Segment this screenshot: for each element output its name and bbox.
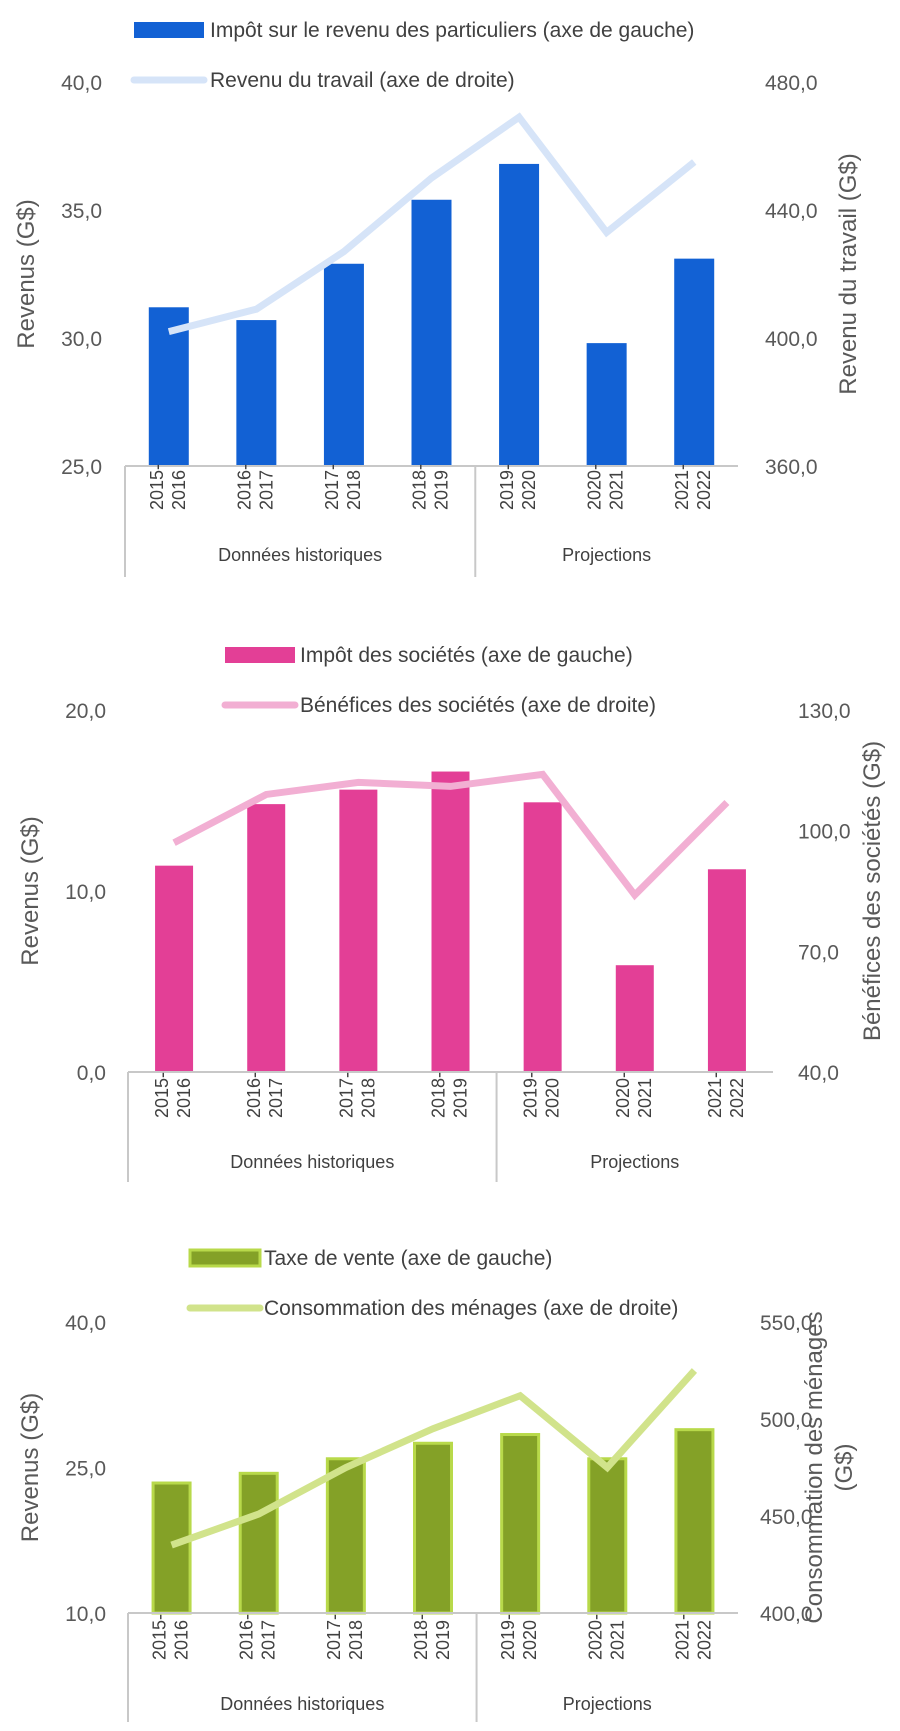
category-tick-label: 2021- 2022 [672,464,714,510]
bar [499,163,540,467]
chart-1: Impôt sur le revenu des particuliers (ax… [13,19,862,577]
category-tick-label: 2019- 2020 [498,1614,540,1660]
category-tick-label: 2020- 2021 [585,464,627,510]
category-group-label: Projections [590,1152,679,1172]
category-tick-label: 2020- 2021 [585,1614,627,1660]
bar [413,1441,453,1615]
legend-swatch-bars [134,22,204,38]
bar [707,869,746,1072]
bar [323,263,364,466]
category-group-label: Projections [563,1694,652,1714]
right-axis-tick-label: 400,0 [760,1603,813,1626]
category-tick-label: 2018- 2019 [410,464,452,510]
left-axis-tick-label: 40,0 [65,1312,106,1335]
category-group-label: Projections [562,545,651,565]
right-axis-tick-label: 480,0 [765,72,818,95]
category-tick-label: 2018- 2019 [429,1072,471,1118]
right-axis-tick-label: 130,0 [798,700,851,723]
left-axis-tick-label: 20,0 [65,700,106,723]
category-tick-label: 2016- 2017 [234,464,276,510]
right-axis-title: Revenu du travail (G$) [835,153,862,394]
left-axis-tick-label: 25,0 [61,456,102,479]
right-axis-tick-label: 400,0 [765,328,818,351]
category-tick-label: 2021- 2022 [705,1072,747,1118]
left-axis-tick-label: 40,0 [61,72,102,95]
bar [148,307,189,466]
bar [674,258,715,466]
left-axis-tick-label: 30,0 [61,328,102,351]
bar [523,802,562,1072]
right-axis-tick-label: 100,0 [798,821,851,844]
bar [325,1457,366,1615]
category-tick-label: 2015- 2016 [147,464,189,510]
category-tick-label: 2015- 2016 [152,1072,194,1118]
category-group-label: Données historiques [220,1694,384,1714]
right-axis-tick-label: 440,0 [765,200,818,223]
bar [236,320,277,466]
legend-swatch-bars [225,647,295,663]
bar [674,1428,715,1615]
right-axis-tick-label: 450,0 [760,1506,813,1529]
series-line [172,770,730,901]
category-tick-label: 2015- 2016 [150,1614,192,1660]
right-axis-tick-label: 360,0 [765,456,818,479]
right-axis-tick-label: 40,0 [798,1062,839,1085]
bar [411,199,452,466]
right-axis-tick-label: 500,0 [760,1409,813,1432]
category-tick-label: 2020- 2021 [613,1072,655,1118]
category-tick-label: 2016- 2017 [237,1614,279,1660]
bar [500,1433,541,1615]
bar [615,965,654,1072]
legend-label: Impôt sur le revenu des particuliers (ax… [210,19,694,42]
left-axis-tick-label: 35,0 [61,200,102,223]
bar [151,1481,192,1615]
category-tick-label: 2021- 2022 [672,1614,714,1660]
left-axis-title: Revenus (G$) [17,816,44,965]
bar [339,789,378,1072]
right-axis-title: Bénéfices des sociétés (G$) [859,741,886,1041]
right-axis-tick-label: 70,0 [798,941,839,964]
category-group-label: Données historiques [230,1152,394,1172]
bar [238,1471,279,1615]
series-line [167,112,697,335]
bar [431,771,470,1072]
chart-2: Impôt des sociétés (axe de gauche) Bénéfi… [17,644,886,1182]
left-axis-tick-label: 10,0 [65,1603,106,1626]
legend-label: Bénéfices des sociétés (axe de droite) [300,694,656,717]
right-axis-title: Consommation des ménages (G$) [801,1311,858,1623]
bar [586,343,627,466]
left-axis-tick-label: 10,0 [65,881,106,904]
category-tick-label: 2019- 2020 [521,1072,563,1118]
left-axis-tick-label: 0,0 [77,1062,106,1085]
legend-label: Impôt des sociétés (axe de gauche) [300,644,633,667]
legend-label: Taxe de vente (axe de gauche) [264,1247,552,1270]
series-line [170,1368,698,1549]
left-axis-tick-label: 25,0 [65,1458,106,1481]
bar [587,1457,628,1615]
left-axis-title: Revenus (G$) [17,1393,44,1542]
category-group-label: Données historiques [218,545,382,565]
chart-3: Taxe de vente (axe de gauche) Consommatio… [17,1247,858,1722]
legend-swatch-bars [188,1248,262,1268]
category-tick-label: 2017- 2018 [322,464,364,510]
category-tick-label: 2018- 2019 [411,1614,453,1660]
left-axis-title: Revenus (G$) [13,199,40,348]
bar [155,865,194,1072]
right-axis-tick-label: 550,0 [760,1312,813,1335]
category-tick-label: 2019- 2020 [497,464,539,510]
category-tick-label: 2017- 2018 [324,1614,366,1660]
category-tick-label: 2017- 2018 [336,1072,378,1118]
category-tick-label: 2016- 2017 [244,1072,286,1118]
legend-label: Revenu du travail (axe de droite) [210,69,515,92]
legend-label: Consommation des ménages (axe de droite) [264,1297,678,1320]
bar [247,804,286,1072]
